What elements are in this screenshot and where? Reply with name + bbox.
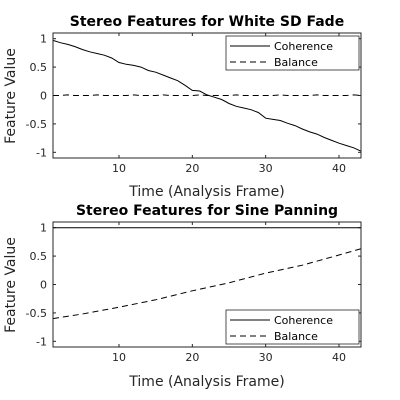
- series-line-coherence: [52, 39, 362, 152]
- legend-label: Coherence: [274, 40, 333, 53]
- plot-area-frame: [52, 221, 362, 348]
- series-line-balance: [53, 94, 362, 96]
- series-line-balance: [52, 248, 362, 320]
- legend-box: [225, 309, 360, 345]
- legend-label: Balance: [274, 56, 318, 69]
- y-tick-label: -0.5: [26, 307, 47, 320]
- y-tick-label: 1: [40, 222, 47, 235]
- chart-panel-sine-panning: Stereo Features for Sine Panning Time (A…: [3, 203, 362, 390]
- x-tick-label: 20: [185, 351, 199, 364]
- y-tick-label: -0.5: [26, 118, 47, 131]
- axis-ticks: 10 20 30 40 -1 -0.5 0 0.5 1: [26, 222, 361, 364]
- legend-box: [225, 35, 360, 71]
- x-tick-label: 30: [259, 351, 273, 364]
- chart-title: Stereo Features for Sine Panning: [76, 203, 338, 219]
- x-axis-label: Time (Analysis Frame): [128, 184, 284, 200]
- y-tick-label: 0: [40, 90, 47, 103]
- x-tick-label: 10: [112, 162, 126, 175]
- series-lines: [52, 227, 362, 320]
- legend: Coherence Balance: [225, 309, 360, 345]
- x-tick-label: 40: [332, 351, 346, 364]
- y-tick-label: 0.5: [30, 61, 48, 74]
- y-axis-label: Feature Value: [3, 237, 19, 333]
- legend: Coherence Balance: [225, 35, 360, 71]
- y-tick-label: 0.5: [30, 250, 48, 263]
- y-tick-label: 1: [40, 33, 47, 46]
- x-tick-label: 20: [185, 162, 199, 175]
- chart-panel-white-sd-fade: Stereo Features for White SD Fade Time (…: [3, 14, 362, 200]
- legend-label: Coherence: [274, 314, 333, 327]
- y-tick-label: -1: [36, 335, 47, 348]
- y-tick-label: 0: [40, 279, 47, 292]
- x-tick-label: 30: [259, 162, 273, 175]
- x-tick-label: 10: [112, 351, 126, 364]
- y-axis-label: Feature Value: [3, 48, 19, 144]
- chart-title: Stereo Features for White SD Fade: [70, 14, 344, 30]
- legend-label: Balance: [274, 330, 318, 343]
- y-tick-label: -1: [36, 146, 47, 159]
- x-tick-label: 40: [332, 162, 346, 175]
- series-lines: [52, 39, 362, 152]
- x-axis-label: Time (Analysis Frame): [128, 374, 284, 390]
- plot-area-frame: [52, 32, 362, 159]
